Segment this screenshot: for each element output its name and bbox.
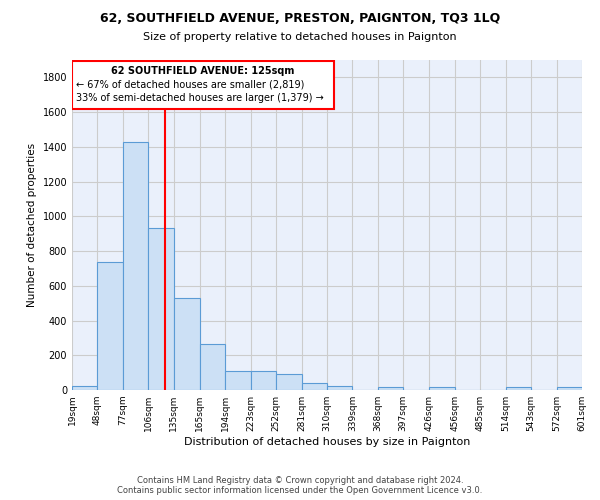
Bar [72,386,97,390]
Y-axis label: Number of detached properties: Number of detached properties [27,143,37,307]
Bar [251,371,276,390]
Bar [200,344,226,390]
X-axis label: Distribution of detached houses by size in Paignton: Distribution of detached houses by size … [184,437,470,447]
Text: ← 67% of detached houses are smaller (2,819): ← 67% of detached houses are smaller (2,… [76,80,305,90]
FancyBboxPatch shape [72,61,334,109]
Bar [148,228,173,390]
Bar [428,388,455,390]
Bar [173,298,200,390]
Bar [123,142,148,390]
Text: 62, SOUTHFIELD AVENUE, PRESTON, PAIGNTON, TQ3 1LQ: 62, SOUTHFIELD AVENUE, PRESTON, PAIGNTON… [100,12,500,26]
Bar [276,374,302,390]
Bar [302,383,327,390]
Bar [226,371,251,390]
Bar [327,386,352,390]
Text: 33% of semi-detached houses are larger (1,379) →: 33% of semi-detached houses are larger (… [76,94,324,104]
Text: Contains HM Land Registry data © Crown copyright and database right 2024.
Contai: Contains HM Land Registry data © Crown c… [118,476,482,495]
Bar [97,262,123,390]
Bar [378,388,403,390]
Text: Size of property relative to detached houses in Paignton: Size of property relative to detached ho… [143,32,457,42]
Bar [557,388,582,390]
Text: 62 SOUTHFIELD AVENUE: 125sqm: 62 SOUTHFIELD AVENUE: 125sqm [112,66,295,76]
Bar [506,388,531,390]
